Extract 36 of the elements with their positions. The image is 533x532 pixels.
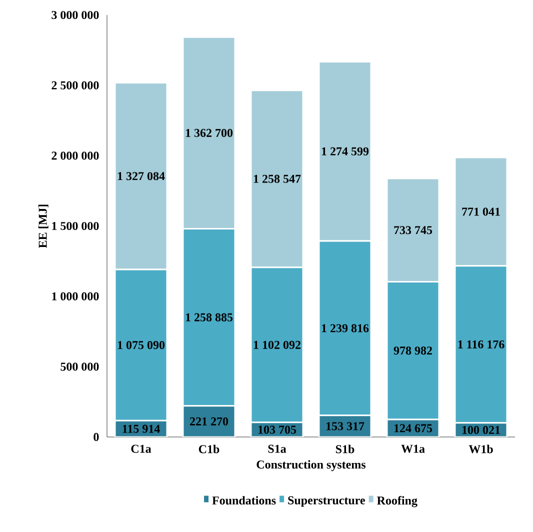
data-label: 1 362 700: [186, 128, 233, 137]
data-label: 1 116 176: [458, 340, 504, 348]
y-tick-label: 2 000 000: [52, 152, 99, 160]
y-tick-label: 1 500 000: [52, 222, 99, 230]
data-label: 733 745: [394, 226, 432, 234]
data-label: 1 258 885: [186, 313, 233, 322]
data-label: 100 021: [462, 426, 500, 434]
data-label: 1 102 092: [254, 340, 300, 349]
data-label: 115 914: [122, 424, 160, 433]
data-label: 103 705: [258, 426, 296, 434]
x-tick-label: W1b: [468, 444, 493, 454]
data-label: 978 982: [394, 346, 432, 355]
y-tick-label: 3 000 000: [52, 10, 99, 20]
x-tick-label: C1b: [198, 444, 220, 454]
x-tick-label: S1b: [336, 444, 354, 454]
y-tick-label: 2 500 000: [52, 81, 99, 90]
data-label: 1 075 090: [118, 341, 165, 350]
data-label: 221 270: [190, 417, 228, 426]
x-axis-title: Construction systems: [256, 460, 366, 472]
y-tick-label: 0: [94, 432, 99, 442]
data-label: 771 041: [462, 208, 500, 216]
data-label: 124 675: [394, 424, 432, 432]
data-label: 1 327 084: [118, 172, 165, 180]
data-label: 153 317: [326, 422, 364, 430]
x-tick-label: C1a: [131, 444, 152, 453]
data-label: 1 274 599: [322, 147, 369, 156]
data-label: 1 239 816: [322, 324, 369, 332]
x-tick-label: S1a: [268, 444, 286, 453]
legend-label: Roofing: [377, 496, 418, 508]
x-tick-label: W1a: [401, 444, 425, 453]
data-label: 1 258 547: [254, 174, 301, 183]
y-tick-label: 500 000: [60, 362, 99, 371]
y-axis-title: EE [MJ]: [38, 204, 48, 248]
legend-label: Foundations: [212, 496, 276, 505]
legend-label: Superstructure: [288, 496, 365, 507]
y-tick-label: 1 000 000: [52, 292, 99, 300]
